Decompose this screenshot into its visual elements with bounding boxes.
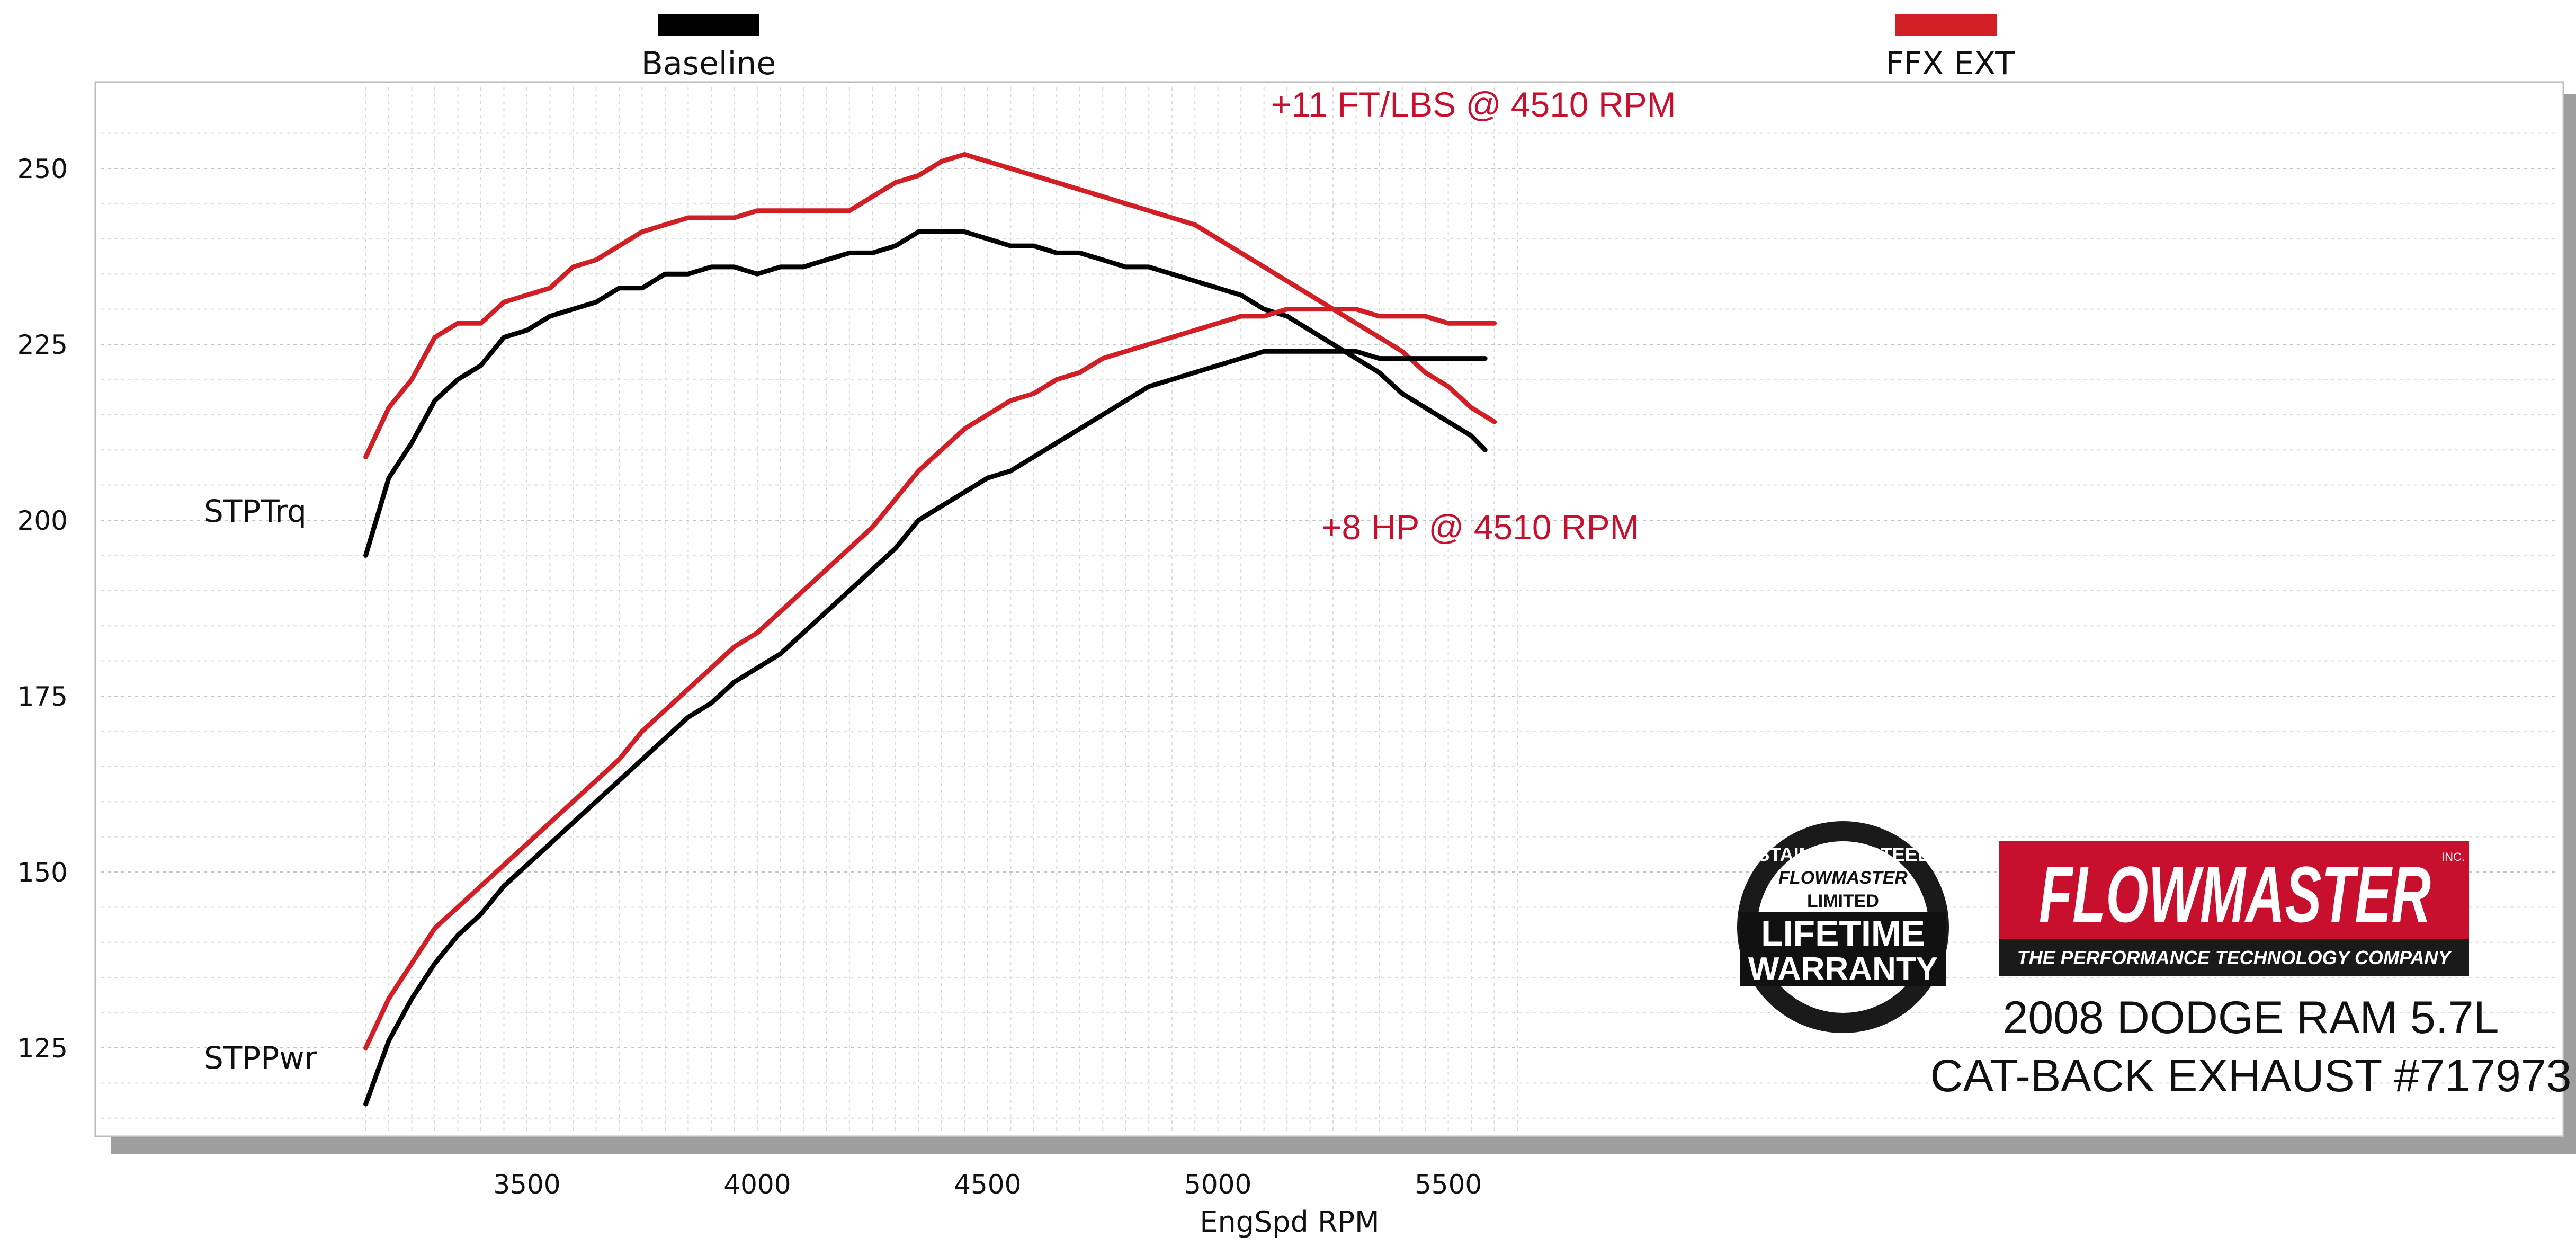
warranty-line2-text: WARRANTY: [1748, 951, 1938, 987]
warranty-line1-text: LIFETIME: [1761, 913, 1925, 954]
series-label-stppwr: STPPwr: [204, 1040, 317, 1076]
y-tick-label: 200: [17, 505, 68, 536]
y-tick-label: 150: [17, 857, 68, 888]
x-tick-label: 3500: [493, 1169, 560, 1200]
legend-label-baseline: Baseline: [641, 45, 776, 82]
series-lines: [363, 152, 1497, 1107]
legend-label-ffx-ext: FFX EXT: [1885, 45, 2015, 82]
y-tick-label: 175: [17, 681, 68, 712]
x-tick-label: 5500: [1415, 1169, 1482, 1200]
logo-wordmark: FLOWMASTER: [2039, 850, 2431, 939]
x-axis-label: EngSpd RPM: [1200, 1205, 1379, 1239]
logo-tagline: THE PERFORMANCE TECHNOLOGY COMPANY: [2017, 947, 2453, 968]
y-tick-label: 225: [17, 330, 68, 360]
series-line-baseline-stppwr: [363, 349, 1488, 1107]
x-tick-label: 4500: [954, 1169, 1021, 1200]
axis-ticks: 3500 4000 4500 5000 5500 125 150 175 200 225 250: [17, 154, 1482, 1200]
x-tick-label: 5000: [1184, 1169, 1251, 1200]
plot-area: [94, 81, 2564, 1137]
lifetime-warranty-badge: STAINLESS STEEL FLOWMASTER LIMITED LIFET…: [1737, 821, 1949, 1033]
x-tick-label: 4000: [723, 1169, 791, 1200]
caption-vehicle: 2008 DODGE RAM 5.7L: [2003, 992, 2499, 1043]
legend-swatch-ffx-ext: [1895, 14, 1997, 36]
y-tick-label: 125: [17, 1033, 68, 1064]
logo-inc: INC.: [2441, 850, 2465, 864]
warranty-limited-text: LIMITED: [1807, 891, 1879, 911]
warranty-brand-text: FLOWMASTER: [1778, 868, 1908, 888]
series-line-ffx-ext-stppwr: [363, 307, 1497, 1051]
y-tick-label: 250: [17, 154, 68, 184]
series-label-stptrq: STPTrq: [204, 493, 307, 529]
grid: [101, 87, 2558, 1131]
flowmaster-logo: FLOWMASTER INC. THE PERFORMANCE TECHNOLO…: [1999, 841, 2469, 976]
series-line-ffx-ext-stptrq: [363, 152, 1497, 459]
series-line-baseline-stptrq: [363, 229, 1488, 558]
legend-swatch-baseline: [658, 14, 759, 36]
logo-tagline-bar: [1999, 939, 2469, 976]
power-gain-annotation: +8 HP @ 4510 RPM: [1321, 508, 1639, 547]
legend: Baseline FFX EXT: [641, 14, 2015, 82]
torque-gain-annotation: +11 FT/LBS @ 4510 RPM: [1271, 85, 1676, 124]
warranty-top-text: STAINLESS STEEL: [1757, 843, 1929, 865]
warranty-banner: [1740, 912, 1946, 986]
caption-product: CAT-BACK EXHAUST #717973: [1930, 1051, 2572, 1101]
